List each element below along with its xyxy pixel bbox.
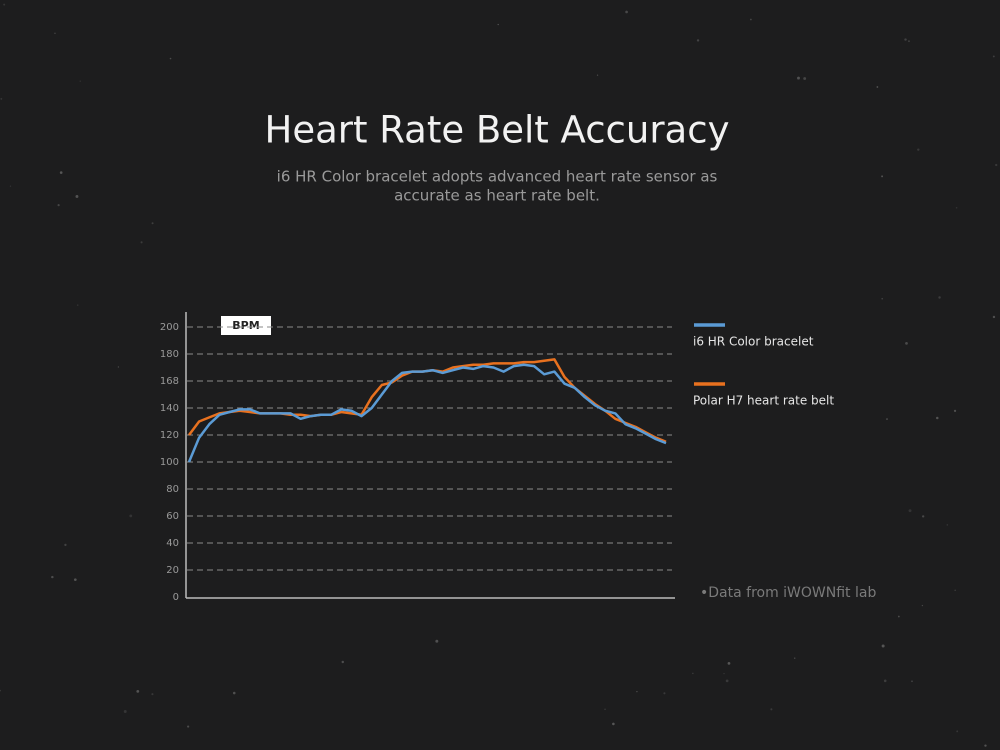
speckle (136, 690, 140, 693)
speckle (0, 689, 1, 692)
speckle (750, 18, 752, 21)
speckle (75, 195, 79, 198)
speckle (881, 175, 884, 178)
speckle (883, 679, 887, 683)
legend-label: Polar H7 heart rate belt (693, 394, 834, 408)
speckle (946, 524, 949, 526)
speckle (73, 578, 77, 582)
speckle (938, 296, 941, 299)
speckle (725, 679, 729, 683)
speckle (984, 744, 987, 747)
y-tick-label: 180 (160, 349, 179, 360)
speckle (955, 207, 958, 209)
legend-label: i6 HR Color bracelet (693, 335, 814, 349)
speckle (696, 39, 700, 42)
speckle (881, 297, 884, 300)
speckle (76, 304, 79, 306)
speckle (232, 691, 236, 695)
speckle (953, 409, 957, 413)
y-tick-label: 200 (160, 322, 179, 333)
speckle (727, 662, 731, 665)
y-tick-label: 20 (166, 565, 179, 576)
speckle (905, 342, 908, 345)
speckle (79, 80, 81, 82)
speckle (921, 515, 925, 518)
speckle (692, 672, 694, 675)
speckle (59, 171, 63, 174)
speckle (129, 514, 133, 518)
speckle (140, 241, 143, 244)
speckle (995, 163, 998, 167)
speckle (625, 10, 628, 14)
speckle (992, 55, 995, 58)
series-line (187, 363, 667, 463)
speckle (151, 693, 154, 696)
speckle (876, 86, 879, 88)
speckle (921, 604, 924, 607)
speckle (992, 315, 996, 319)
speckle (881, 644, 885, 648)
speckle (51, 575, 54, 579)
speckle (663, 692, 666, 695)
y-tick-label: 100 (160, 457, 179, 468)
speckle (908, 40, 910, 43)
speckle (911, 680, 913, 683)
y-tick-label: 168 (160, 376, 179, 387)
y-tick-label: 120 (160, 430, 179, 441)
background-speckles (0, 3, 998, 747)
speckle (497, 23, 499, 26)
speckle (123, 710, 127, 713)
speckle (169, 57, 172, 60)
speckle (723, 673, 725, 675)
y-tick-label: 40 (166, 538, 179, 549)
speckle (917, 148, 920, 151)
annotation: •Data from iWOWNfit lab (700, 585, 876, 601)
speckle (3, 3, 6, 6)
speckle (908, 509, 912, 513)
speckle (803, 77, 807, 80)
y-label-box (221, 316, 271, 335)
speckle (0, 97, 3, 100)
speckle (187, 725, 190, 728)
speckle (770, 708, 773, 711)
speckle (9, 185, 12, 187)
y-tick-label: 140 (160, 403, 179, 414)
speckle (151, 222, 154, 225)
speckle (897, 615, 900, 618)
speckle (604, 708, 606, 711)
speckle (797, 76, 800, 80)
speckle (596, 74, 599, 76)
speckle (956, 730, 959, 733)
speckle (954, 589, 956, 592)
speckle (612, 722, 615, 726)
speckle (57, 204, 60, 207)
speckle (435, 639, 439, 643)
speckle (936, 416, 939, 420)
speckle (341, 660, 345, 664)
y-tick-label: 60 (166, 511, 179, 522)
speckle (636, 690, 638, 693)
speckle (886, 418, 888, 420)
y-tick-label: 0 (173, 592, 179, 603)
chart-subtitle: i6 HR Color bracelet adopts advanced hea… (277, 168, 718, 186)
speckle (117, 366, 119, 368)
chart-subtitle: accurate as heart rate belt. (394, 187, 600, 205)
speckle (54, 32, 56, 34)
speckle (904, 38, 907, 41)
y-tick-label: 80 (166, 484, 179, 495)
y-axis-label: BPM (232, 319, 259, 332)
speckle (64, 543, 67, 547)
speckle (794, 657, 796, 659)
chart-title: Heart Rate Belt Accuracy (265, 109, 730, 152)
